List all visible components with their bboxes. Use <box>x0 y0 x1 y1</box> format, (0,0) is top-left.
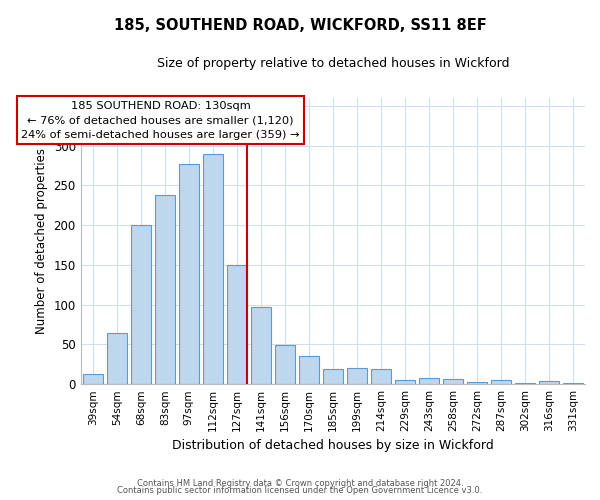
Bar <box>275 345 295 384</box>
Bar <box>83 374 103 384</box>
Bar <box>227 265 247 384</box>
Y-axis label: Number of detached properties: Number of detached properties <box>35 148 48 334</box>
Bar <box>491 380 511 384</box>
Bar <box>107 332 127 384</box>
Bar <box>347 368 367 384</box>
Text: 185, SOUTHEND ROAD, WICKFORD, SS11 8EF: 185, SOUTHEND ROAD, WICKFORD, SS11 8EF <box>113 18 487 32</box>
Bar <box>395 380 415 384</box>
Bar <box>419 378 439 384</box>
Title: Size of property relative to detached houses in Wickford: Size of property relative to detached ho… <box>157 58 509 70</box>
Bar <box>155 195 175 384</box>
Text: 185 SOUTHEND ROAD: 130sqm
← 76% of detached houses are smaller (1,120)
24% of se: 185 SOUTHEND ROAD: 130sqm ← 76% of detac… <box>21 101 300 140</box>
Bar <box>539 381 559 384</box>
Bar <box>251 307 271 384</box>
Bar <box>323 369 343 384</box>
X-axis label: Distribution of detached houses by size in Wickford: Distribution of detached houses by size … <box>172 440 494 452</box>
Bar <box>299 356 319 384</box>
Bar <box>467 382 487 384</box>
Text: Contains HM Land Registry data © Crown copyright and database right 2024.: Contains HM Land Registry data © Crown c… <box>137 478 463 488</box>
Bar <box>443 378 463 384</box>
Bar <box>179 164 199 384</box>
Bar <box>203 154 223 384</box>
Bar <box>131 225 151 384</box>
Bar <box>371 369 391 384</box>
Text: Contains public sector information licensed under the Open Government Licence v3: Contains public sector information licen… <box>118 486 482 495</box>
